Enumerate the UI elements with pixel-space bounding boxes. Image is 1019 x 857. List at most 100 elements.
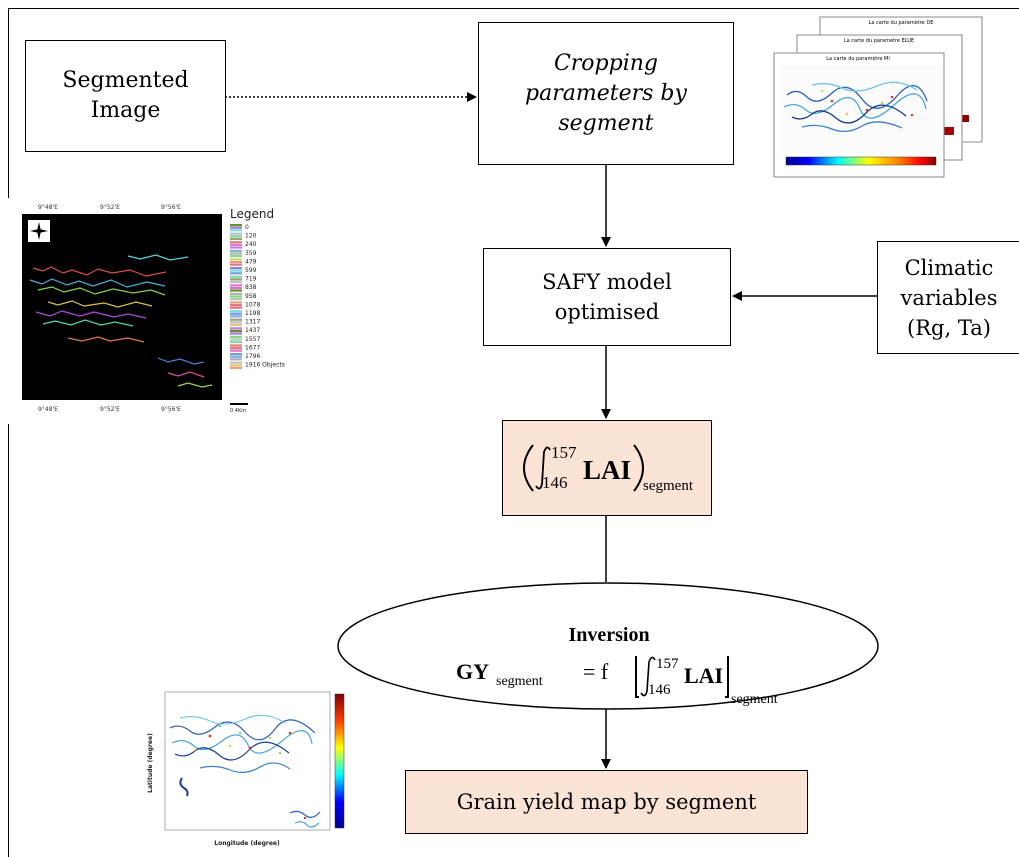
cropping-line-1: Cropping: [553, 50, 659, 76]
legend-swatch: [230, 349, 242, 352]
legend-value: 719: [245, 276, 257, 283]
legend-value: 1796: [245, 353, 260, 360]
legend-swatch: [230, 275, 242, 278]
legend-swatch: [230, 310, 242, 313]
legend-swatch: [230, 243, 242, 246]
legend-swatch: [230, 361, 242, 364]
map-bottom-tick-3: 9°56'E: [161, 406, 181, 413]
grain-yield-box: Grain yield map by segment: [405, 770, 808, 834]
inversion-upper-limit: 157: [656, 656, 679, 672]
legend-value: 1437: [245, 327, 260, 334]
legend-swatch: [230, 301, 242, 304]
legend-swatch: [230, 261, 242, 264]
legend-swatch: [230, 329, 242, 332]
legend-swatch: [230, 315, 242, 318]
climatic-line-3: (Rg, Ta): [907, 315, 991, 340]
map-bottom-tick-1: 9°48'E: [38, 406, 58, 413]
legend-swatch: [230, 335, 242, 338]
yield-map-ylabel: Latitude (degree): [147, 733, 154, 793]
legend-swatch: [230, 232, 242, 235]
segmented-image-box: Segmented Image: [25, 40, 226, 152]
gy-symbol: GY: [456, 659, 489, 684]
climatic-line-2: variables: [900, 285, 998, 310]
legend-swatch: [230, 323, 242, 326]
legend-swatch: [230, 258, 242, 261]
inversion-lower-limit: 146: [648, 682, 671, 698]
param-map-title-3: La carte du paramètre Mi: [826, 55, 889, 62]
legend-value: 1317: [245, 319, 260, 326]
legend-value: 1916 Objects: [245, 362, 285, 369]
legend-swatch: [230, 321, 242, 324]
legend-swatch: [230, 269, 242, 272]
safy-line-2: optimised: [554, 300, 660, 324]
parameter-maps-thumbnail: La carte du paramètre DE La carte du par…: [773, 16, 983, 178]
lai-upper-limit: 157: [551, 443, 577, 462]
scale-bar-label: 0 4Km: [230, 408, 246, 414]
legend-swatch: [230, 226, 242, 229]
legend-value: 599: [245, 267, 257, 274]
legend-swatch: [230, 312, 242, 315]
cropping-parameters-box: Cropping parameters by segment: [478, 22, 734, 165]
safy-model-box: SAFY model optimised: [483, 248, 731, 346]
compass-rose-icon: [28, 220, 50, 242]
legend-swatch: [230, 249, 242, 252]
legend-swatch: [230, 286, 242, 289]
yield-map-xlabel: Longitude (degree): [214, 840, 280, 847]
legend-swatch: [230, 255, 242, 258]
legend-swatch: [230, 306, 242, 309]
cropping-line-3: segment: [558, 110, 654, 136]
legend-swatches: [230, 224, 242, 369]
legend-swatch: [230, 280, 242, 283]
gy-subscript: segment: [496, 674, 543, 689]
legend-swatch: [230, 341, 242, 344]
lai-variable: LAI: [583, 455, 631, 485]
legend-swatch: [230, 358, 242, 361]
map-top-tick-1: 9°48'E: [38, 204, 58, 211]
legend-swatch: [230, 364, 242, 367]
legend-swatch: [230, 246, 242, 249]
inversion-variable: LAI: [684, 663, 723, 688]
legend-swatch: [230, 332, 242, 335]
cropping-line-2: parameters by: [525, 80, 687, 106]
equals-f: = f: [583, 659, 609, 684]
legend-swatch: [230, 237, 242, 240]
legend-value: 479: [245, 258, 257, 265]
legend-value: 120: [245, 233, 257, 240]
param-map-title-2: La carte du paramètre ELUE: [844, 37, 914, 44]
legend-swatch: [230, 304, 242, 307]
legend-swatch: [230, 235, 242, 238]
legend-value: 240: [245, 241, 257, 248]
inversion-title: Inversion: [568, 624, 649, 646]
frame-top-border: [8, 8, 1019, 9]
lai-subscript: segment: [643, 478, 694, 494]
param-map-title-1: La carte du paramètre DE: [869, 19, 934, 26]
map-bottom-tick-2: 9°52'E: [100, 406, 120, 413]
legend-value: 1078: [245, 301, 260, 308]
climatic-line-1: Climatic: [904, 255, 994, 280]
legend-swatch: [230, 278, 242, 281]
legend-value: 359: [245, 250, 257, 257]
legend-title: Legend: [230, 207, 274, 221]
legend-swatch: [230, 353, 242, 356]
safy-line-1: SAFY model: [542, 270, 672, 294]
legend-swatch: [230, 229, 242, 232]
lai-integral-formula: 157 146 LAI segment: [523, 443, 694, 494]
legend-value: 958: [245, 293, 257, 300]
map-top-tick-2: 9°52'E: [100, 204, 120, 211]
legend-swatch: [230, 318, 242, 321]
legend-swatch: [230, 327, 242, 330]
legend-swatch: [230, 289, 242, 292]
legend-value: 1198: [245, 310, 260, 317]
lai-lower-limit: 146: [542, 473, 568, 492]
legend-value: 838: [245, 284, 257, 291]
map-top-tick-3: 9°56'E: [161, 204, 181, 211]
legend-swatch: [230, 284, 242, 287]
grain-yield-label: Grain yield map by segment: [456, 790, 757, 814]
segmented-image-line-2: Image: [90, 98, 161, 123]
legend-swatch: [230, 272, 242, 275]
legend-swatch: [230, 241, 242, 244]
segmented-map-thumbnail: 9°48'E 9°52'E 9°56'E 9°48'E 9°52'E 9°56'…: [8, 198, 308, 424]
